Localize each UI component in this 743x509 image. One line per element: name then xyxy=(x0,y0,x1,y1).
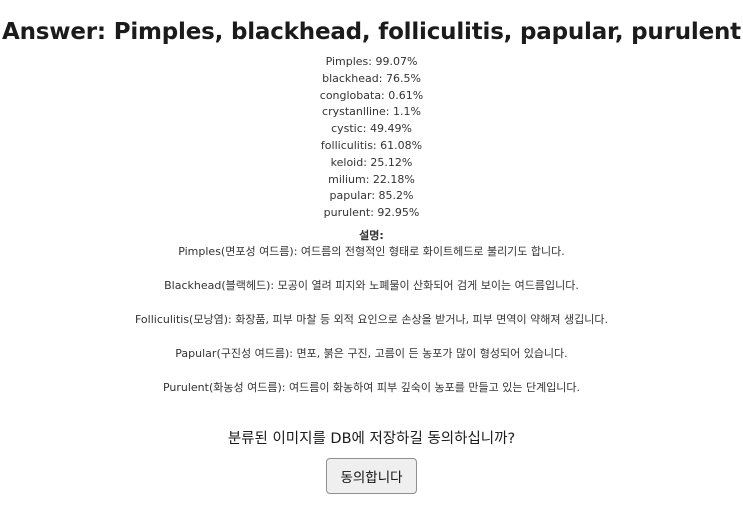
probability-item-folliculitis: folliculitis: 61.08% xyxy=(320,138,423,152)
probability-item-conglobata: conglobata: 0.61% xyxy=(319,88,424,102)
description-item-blackhead: Blackhead(블랙헤드): 모공이 열려 피지와 노폐물이 산화되어 검게… xyxy=(164,278,579,292)
probability-item-blackhead: blackhead: 76.5% xyxy=(322,71,421,85)
probability-item-purulent: purulent: 92.95% xyxy=(323,206,420,220)
agree-button[interactable]: 동의합니다 xyxy=(326,457,417,494)
description-item-folliculitis: Folliculitis(모낭염): 화장품, 피부 마찰 등 외적 요인으로 … xyxy=(134,312,608,326)
description-item-pimples: Pimples(면포성 여드름): 여드름의 전형적인 형태로 화이트헤드로 불… xyxy=(178,244,565,258)
probability-item-pimples: Pimples: 99.07% xyxy=(325,55,418,68)
result-page: Answer: Pimples, blackhead, folliculitis… xyxy=(0,19,743,494)
probability-item-cystic: cystic: 49.49% xyxy=(331,122,412,136)
description-item-papular: Papular(구진성 여드름): 면포, 붉은 구진, 고름이 든 농포가 많… xyxy=(175,346,568,360)
description-list: Pimples(면포성 여드름): 여드름의 전형적인 형태로 화이트헤드로 불… xyxy=(0,244,743,396)
description-item-purulent: Purulent(화농성 여드름): 여드름이 화농하여 피부 깊숙이 농포를 … xyxy=(162,380,581,394)
probability-item-crystanlline: crystanlline: 1.1% xyxy=(322,105,421,119)
consent-question: 분류된 이미지를 DB에 저장하길 동의하십니까? xyxy=(227,430,516,447)
probability-item-keloid: keloid: 25.12% xyxy=(330,155,413,169)
probability-item-milium: milium: 22.18% xyxy=(328,172,415,186)
answer-title: Answer: Pimples, blackhead, folliculitis… xyxy=(2,19,741,45)
probability-item-papular: papular: 85.2% xyxy=(329,189,414,203)
description-heading: 설명: xyxy=(359,228,384,242)
probability-list: Pimples: 99.07% blackhead: 76.5% conglob… xyxy=(0,54,743,222)
